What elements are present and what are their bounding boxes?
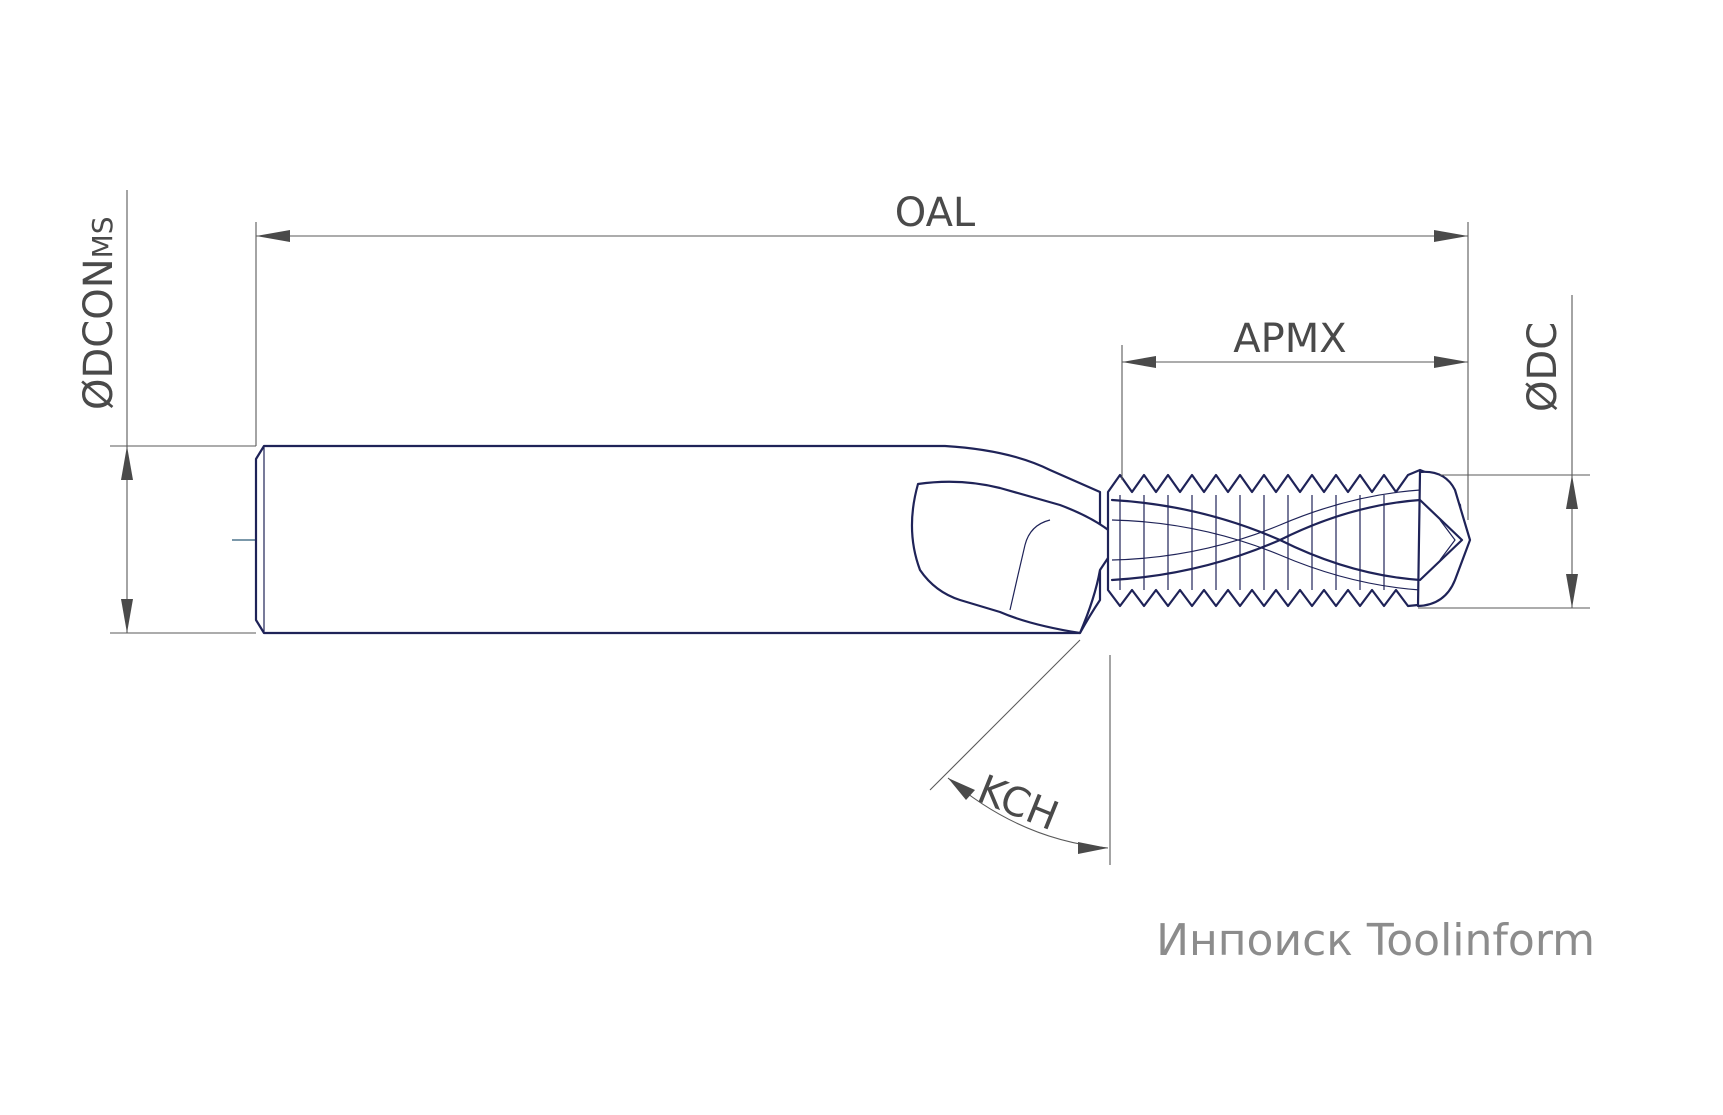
tool-flute-relief [910, 480, 1122, 635]
dimension-dcon: ØDCONMS [76, 190, 256, 634]
tool-drill-tip [1416, 470, 1472, 608]
label-dc: ØDC [1520, 322, 1566, 412]
label-apmx: APMX [1233, 316, 1346, 362]
dimension-oal: OAL [255, 190, 1469, 520]
tool-outline [254, 444, 1472, 635]
label-kch: KCH [971, 767, 1064, 840]
label-dcon: ØDCONMS [76, 216, 122, 410]
watermark-text: Инпоиск Toolinform [1156, 915, 1595, 966]
dimension-dc: ØDC [1418, 295, 1590, 609]
label-dcon-sub: MS [86, 216, 119, 258]
dimension-apmx: APMX [1121, 316, 1468, 480]
label-oal: OAL [895, 190, 976, 236]
label-dcon-main: ØDCON [76, 258, 122, 410]
dimension-kch: KCH [929, 639, 1111, 865]
